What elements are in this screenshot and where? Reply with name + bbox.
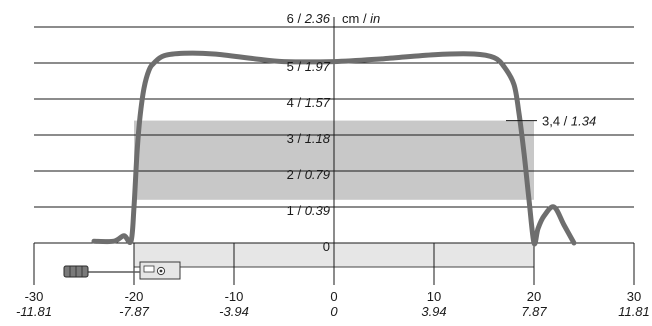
x-tick-label-in--10: -3.94 (219, 304, 249, 319)
x-tick-label-in-0: 0 (330, 304, 338, 319)
response-curve-layer (91, 50, 577, 247)
y-tick-label-0: 0 (323, 239, 330, 254)
y-tick-sep: / (294, 95, 305, 110)
x-tick-label-cm-20: 20 (527, 289, 541, 304)
y-tick-in: 1.18 (305, 131, 331, 146)
y-tick-in: 1.57 (305, 95, 331, 110)
y-tick-label-5: 5 / 1.97 (287, 59, 331, 74)
unit-label: cm / in (342, 11, 380, 26)
y-tick-cm: 0 (323, 239, 330, 254)
annotation-label: 3,4 / 1.34 (542, 114, 596, 129)
x-tick-label-in-10: 3.94 (421, 304, 446, 319)
x-tick-label-cm-30: 30 (627, 289, 641, 304)
x-tick-label-in-30: 11.81 (618, 304, 650, 319)
axes (33, 17, 635, 285)
x-tick-label-cm--30: -30 (25, 289, 44, 304)
y-tick-cm: 1 (287, 203, 294, 218)
x-tick-label-cm-10: 10 (427, 289, 441, 304)
annotation-in: 1.34 (571, 114, 596, 129)
x-tick-label-cm--20: -20 (125, 289, 144, 304)
y-tick-sep: / (294, 167, 305, 182)
annotation-cm: 3,4 / (542, 114, 571, 129)
y-tick-in: 0.39 (305, 203, 330, 218)
response-curve-0 (91, 50, 577, 247)
x-tick-label-in--20: -7.87 (119, 304, 149, 319)
y-tick-sep: / (294, 203, 305, 218)
labels: 0 1 / 0.39 2 / 0.79 3 / 1.18 4 / 1.57 5 / 1.9… (16, 11, 650, 319)
sensor-icon (63, 261, 181, 280)
unit-primary: cm / (342, 11, 370, 26)
y-tick-sep: / (294, 59, 305, 74)
x-tick-label-in-20: 7.87 (521, 304, 547, 319)
y-tick-label-6: 6 / 2.36 (287, 11, 331, 26)
y-tick-sep: / (294, 11, 305, 26)
y-tick-cm: 5 (287, 59, 294, 74)
sensor-icon-window (143, 265, 155, 273)
x-tick-label-in--30: -11.81 (16, 304, 52, 319)
y-tick-in: 1.97 (305, 59, 331, 74)
y-tick-cm: 3 (287, 131, 294, 146)
y-tick-cm: 6 (287, 11, 294, 26)
y-tick-cm: 4 (287, 95, 294, 110)
x-tick-label-cm-0: 0 (330, 289, 337, 304)
x-tick-label-cm--10: -10 (225, 289, 244, 304)
sensor-icon-led-center (159, 269, 163, 273)
y-tick-sep: / (294, 131, 305, 146)
y-tick-label-4: 4 / 1.57 (287, 95, 331, 110)
y-tick-in: 0.79 (305, 167, 330, 182)
y-tick-label-3: 3 / 1.18 (287, 131, 331, 146)
y-tick-cm: 2 (287, 167, 294, 182)
unit-secondary: in (370, 11, 380, 26)
y-tick-label-2: 2 / 0.79 (287, 167, 330, 182)
y-tick-in: 2.36 (304, 11, 331, 26)
y-tick-label-1: 1 / 0.39 (287, 203, 330, 218)
